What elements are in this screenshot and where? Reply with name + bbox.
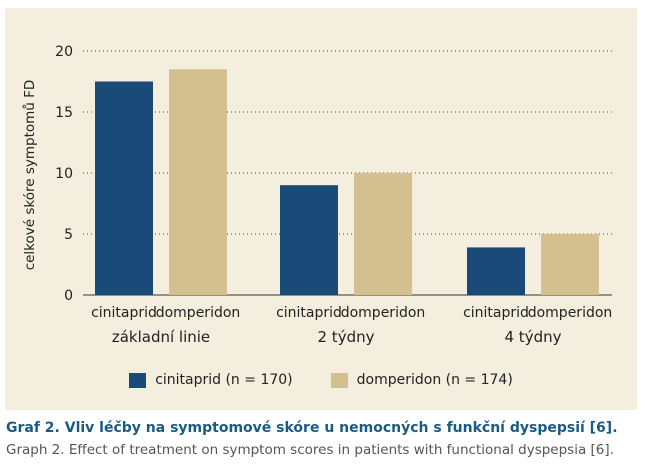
caption-subtitle: Graph 2. Effect of treatment on symptom … — [6, 442, 614, 458]
legend-label: domperidon (n = 174) — [356, 372, 513, 388]
legend-swatch — [330, 372, 348, 388]
legend: cinitaprid (n = 170) domperidon (n = 174) — [5, 372, 637, 388]
legend-label: cinitaprid (n = 170) — [155, 372, 293, 388]
category-label: domperidon — [341, 305, 426, 321]
category-label: cinitaprid — [91, 305, 157, 321]
category-label: domperidon — [156, 305, 241, 321]
legend-item: domperidon (n = 174) — [330, 372, 513, 388]
category-label: domperidon — [528, 305, 613, 321]
category-label: cinitaprid — [463, 305, 529, 321]
category-label: cinitaprid — [276, 305, 342, 321]
y-tick-label: 0 — [64, 288, 73, 304]
y-axis-label: celkové skóre symptomů FD — [22, 80, 38, 271]
y-tick-label: 5 — [64, 227, 73, 243]
bar-chart: 0 5 10 15 20 celkové skóre symptomů FD cinitap… — [22, 44, 613, 346]
legend-item: cinitaprid (n = 170) — [129, 372, 293, 388]
caption-title: Graf 2. Vliv léčby na symptomové skóre u… — [6, 420, 618, 436]
group-label: základní linie — [112, 328, 210, 346]
bar-cinitaprid — [280, 185, 338, 295]
bar-domperidon — [541, 234, 599, 295]
bar-domperidon — [169, 69, 227, 295]
y-tick-label: 10 — [55, 166, 73, 182]
group-label: 4 týdny — [505, 328, 562, 346]
y-tick-label: 20 — [55, 44, 73, 60]
group-label: 2 týdny — [318, 328, 375, 346]
legend-swatch — [129, 372, 147, 388]
chart-panel: 0 5 10 15 20 celkové skóre symptomů FD cinitap… — [5, 8, 637, 410]
y-tick-label: 15 — [55, 105, 73, 121]
bar-domperidon — [354, 173, 412, 295]
bar-cinitaprid — [95, 81, 153, 295]
bar-cinitaprid — [467, 247, 525, 295]
